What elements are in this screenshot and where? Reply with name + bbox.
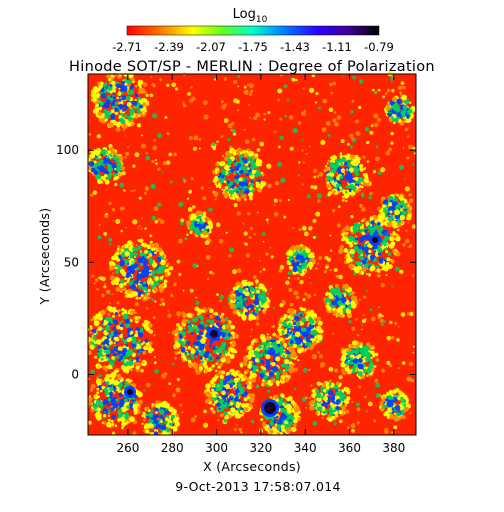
colorbar-tick-label: -1.75: [238, 40, 268, 54]
colorbar: [126, 25, 380, 36]
colorbar-tick-label: -1.11: [322, 40, 352, 54]
x-tick-label: 360: [338, 441, 361, 455]
heatmap-image: [88, 71, 416, 435]
y-axis-ticks: 0 50 100: [56, 143, 416, 381]
x-tick-label: 260: [116, 441, 139, 455]
x-tick-label: 380: [382, 441, 405, 455]
y-tick-label: 100: [56, 143, 79, 157]
timestamp: 9-Oct-2013 17:58:07.014: [175, 479, 341, 494]
colorbar-tick-label: -1.43: [280, 40, 310, 54]
plot-frame: [87, 73, 417, 436]
y-axis-label: Y (Arcseconds): [37, 208, 52, 306]
colorbar-tick-labels: -2.71 -2.39 -2.07 -1.75 -1.43 -1.11 -0.79: [112, 40, 394, 54]
chart-title: Hinode SOT/SP - MERLIN : Degree of Polar…: [69, 59, 435, 75]
colorbar-tick-label: -2.39: [154, 40, 184, 54]
x-axis-ticks: 260 280 300 320 340 360 380: [116, 74, 405, 455]
y-tick-label: 50: [64, 255, 79, 269]
colorbar-tick-label: -0.79: [364, 40, 394, 54]
colorbar-tick-label: -2.71: [112, 40, 142, 54]
x-axis-label: X (Arcseconds): [203, 459, 301, 474]
colorbar-title: Log10: [233, 7, 268, 25]
colorbar-tick-label: -2.07: [196, 40, 226, 54]
x-tick-label: 280: [161, 441, 184, 455]
x-tick-label: 320: [249, 441, 272, 455]
x-tick-label: 300: [205, 441, 228, 455]
x-tick-label: 340: [294, 441, 317, 455]
y-tick-label: 0: [71, 367, 79, 381]
